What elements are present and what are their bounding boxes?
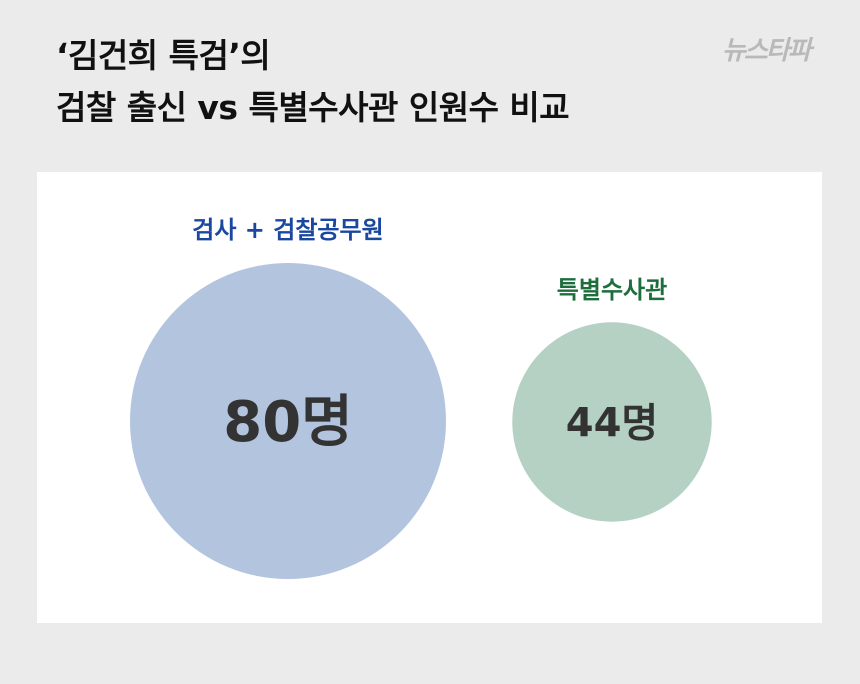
data-label-0: 80명 bbox=[223, 390, 352, 455]
bubble-0 bbox=[130, 263, 446, 579]
title-line-1: ‘김건희 특검’의 bbox=[56, 36, 271, 75]
newstapa-logo: 뉴스타파 bbox=[722, 36, 812, 66]
bubble-1 bbox=[512, 322, 712, 522]
title-line-2: 검찰 출신 vs 특별수사관 인원수 비교 bbox=[56, 88, 570, 127]
data-label-1: 44명 bbox=[566, 400, 658, 446]
category-label-1: 특별수사관 bbox=[557, 276, 667, 304]
page-title: ‘김건희 특검’의 검찰 출신 vs 특별수사관 인원수 비교 bbox=[56, 30, 570, 134]
category-label-0: 검사 + 검찰공무원 bbox=[192, 216, 383, 244]
